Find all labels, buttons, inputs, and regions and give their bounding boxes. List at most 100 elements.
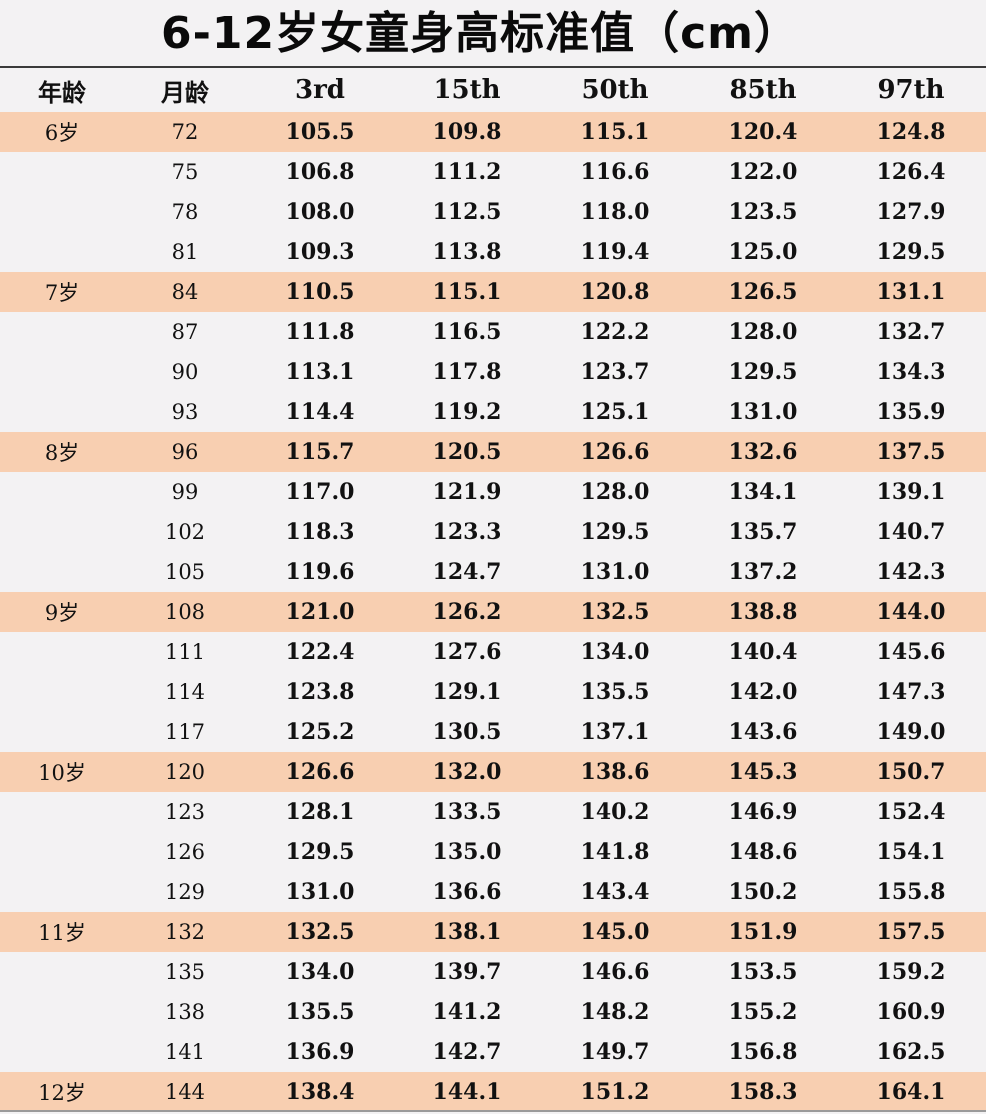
p97-value-cell: 150.7 <box>876 759 946 785</box>
table-row: 126 129.5 135.0 141.8 148.6 154.1 <box>0 832 986 872</box>
table-row: 117 125.2 130.5 137.1 143.6 149.0 <box>0 712 986 752</box>
table-row: 93 114.4 119.2 125.1 131.0 135.9 <box>0 392 986 432</box>
p85-value-cell: 151.9 <box>728 919 798 945</box>
p3-value-cell: 126.6 <box>285 759 355 785</box>
month-age-cell: 141 <box>164 1040 206 1064</box>
age-cell <box>12 232 112 272</box>
p97-value-cell: 124.8 <box>876 119 946 145</box>
p85-value-cell: 150.2 <box>728 879 798 905</box>
p50-value-cell: 116.6 <box>580 159 650 185</box>
p15-value-cell: 127.6 <box>432 639 502 665</box>
p3-value-cell: 122.4 <box>285 639 355 665</box>
month-age-cell: 87 <box>171 320 199 344</box>
p97-value-cell: 129.5 <box>876 239 946 265</box>
p15-value-cell: 142.7 <box>432 1039 502 1065</box>
p15-value-cell: 130.5 <box>432 719 502 745</box>
p15-value-cell: 113.8 <box>432 239 502 265</box>
age-cell <box>12 992 112 1032</box>
p97-value-cell: 152.4 <box>876 799 946 825</box>
p15-value-cell: 129.1 <box>432 679 502 705</box>
p85-value-cell: 158.3 <box>728 1079 798 1105</box>
header-p15: 15th <box>433 75 501 105</box>
page-title: 6-12岁女童身高标准值（cm） <box>160 8 800 59</box>
header-p97: 97th <box>877 75 945 105</box>
p15-value-cell: 120.5 <box>432 439 502 465</box>
month-age-cell: 93 <box>171 400 199 424</box>
table-row: 10岁 120 126.6 132.0 138.6 145.3 150.7 <box>0 752 986 792</box>
p85-value-cell: 135.7 <box>728 519 798 545</box>
table-row: 105 119.6 124.7 131.0 137.2 142.3 <box>0 552 986 592</box>
p85-value-cell: 137.2 <box>728 559 798 585</box>
p85-value-cell: 128.0 <box>728 319 798 345</box>
p15-value-cell: 132.0 <box>432 759 502 785</box>
p50-value-cell: 143.4 <box>580 879 650 905</box>
p97-value-cell: 134.3 <box>876 359 946 385</box>
table-row: 78 108.0 112.5 118.0 123.5 127.9 <box>0 192 986 232</box>
table-row: 129 131.0 136.6 143.4 150.2 155.8 <box>0 872 986 912</box>
table-row: 9岁 108 121.0 126.2 132.5 138.8 144.0 <box>0 592 986 632</box>
p85-value-cell: 134.1 <box>728 479 798 505</box>
p50-value-cell: 118.0 <box>580 199 650 225</box>
table-row: 87 111.8 116.5 122.2 128.0 132.7 <box>0 312 986 352</box>
p97-value-cell: 154.1 <box>876 839 946 865</box>
table-row: 135 134.0 139.7 146.6 153.5 159.2 <box>0 952 986 992</box>
p85-value-cell: 131.0 <box>728 399 798 425</box>
age-cell <box>12 352 112 392</box>
p50-value-cell: 128.0 <box>580 479 650 505</box>
age-cell <box>12 792 112 832</box>
table-bottom-rule <box>0 1110 986 1112</box>
age-cell: 10岁 <box>38 761 86 785</box>
month-age-cell: 111 <box>164 640 206 664</box>
p3-value-cell: 110.5 <box>285 279 355 305</box>
p15-value-cell: 144.1 <box>432 1079 502 1105</box>
p15-value-cell: 117.8 <box>432 359 502 385</box>
table-row: 123 128.1 133.5 140.2 146.9 152.4 <box>0 792 986 832</box>
p3-value-cell: 105.5 <box>285 119 355 145</box>
header-age: 年龄 <box>38 78 86 107</box>
age-cell <box>12 312 112 352</box>
p50-value-cell: 141.8 <box>580 839 650 865</box>
header-p85: 85th <box>729 75 797 105</box>
p97-value-cell: 127.9 <box>876 199 946 225</box>
p97-value-cell: 164.1 <box>876 1079 946 1105</box>
header-month: 月龄 <box>161 78 209 107</box>
p15-value-cell: 111.2 <box>432 159 502 185</box>
p3-value-cell: 118.3 <box>285 519 355 545</box>
age-cell <box>12 152 112 192</box>
table-row: 99 117.0 121.9 128.0 134.1 139.1 <box>0 472 986 512</box>
p85-value-cell: 122.0 <box>728 159 798 185</box>
month-age-cell: 99 <box>171 480 199 504</box>
table-row: 141 136.9 142.7 149.7 156.8 162.5 <box>0 1032 986 1072</box>
age-cell <box>12 672 112 712</box>
p3-value-cell: 125.2 <box>285 719 355 745</box>
p3-value-cell: 114.4 <box>285 399 355 425</box>
month-age-cell: 84 <box>171 280 199 304</box>
p3-value-cell: 108.0 <box>285 199 355 225</box>
p50-value-cell: 126.6 <box>580 439 650 465</box>
p50-value-cell: 115.1 <box>580 119 650 145</box>
p3-value-cell: 136.9 <box>285 1039 355 1065</box>
table-row: 11岁 132 132.5 138.1 145.0 151.9 157.5 <box>0 912 986 952</box>
age-cell <box>12 952 112 992</box>
table-row: 90 113.1 117.8 123.7 129.5 134.3 <box>0 352 986 392</box>
age-cell: 11岁 <box>38 921 86 945</box>
p85-value-cell: 126.5 <box>728 279 798 305</box>
age-cell: 12岁 <box>38 1081 86 1105</box>
p15-value-cell: 119.2 <box>432 399 502 425</box>
p3-value-cell: 109.3 <box>285 239 355 265</box>
table-row: 6岁 72 105.5 109.8 115.1 120.4 124.8 <box>0 112 986 152</box>
month-age-cell: 72 <box>171 120 199 144</box>
p85-value-cell: 138.8 <box>728 599 798 625</box>
p50-value-cell: 149.7 <box>580 1039 650 1065</box>
month-age-cell: 132 <box>164 920 206 944</box>
p15-value-cell: 136.6 <box>432 879 502 905</box>
p85-value-cell: 145.3 <box>728 759 798 785</box>
age-cell <box>12 712 112 752</box>
p50-value-cell: 140.2 <box>580 799 650 825</box>
p50-value-cell: 125.1 <box>580 399 650 425</box>
age-cell: 8岁 <box>44 441 80 465</box>
p97-value-cell: 137.5 <box>876 439 946 465</box>
p3-value-cell: 138.4 <box>285 1079 355 1105</box>
p97-value-cell: 157.5 <box>876 919 946 945</box>
p97-value-cell: 155.8 <box>876 879 946 905</box>
